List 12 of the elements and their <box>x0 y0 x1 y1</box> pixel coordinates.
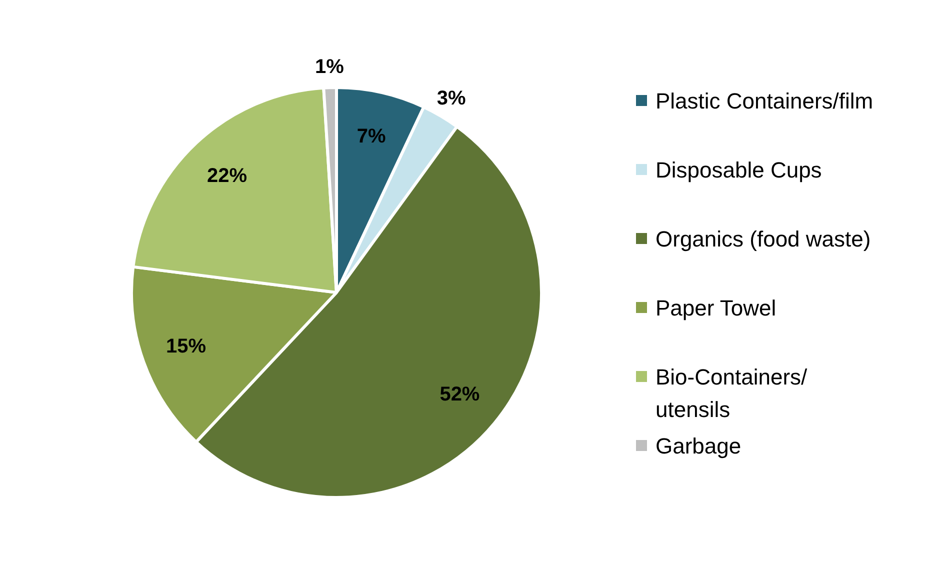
data-label: 1% <box>314 56 344 78</box>
data-label: 3% <box>436 87 466 110</box>
legend-label: Bio-Containers/ utensils <box>656 364 808 422</box>
data-label: 22% <box>207 164 248 187</box>
data-label: 15% <box>166 336 206 358</box>
data-label: 7% <box>356 125 386 148</box>
legend-label: Paper Towel <box>656 296 776 320</box>
legend-label: Plastic Containers/film <box>656 88 874 114</box>
data-label: 52% <box>440 383 480 406</box>
legend-label: Garbage <box>656 434 742 458</box>
legend-label: Organics (food waste) <box>656 226 871 252</box>
legend-label: Disposable Cups <box>656 158 822 182</box>
